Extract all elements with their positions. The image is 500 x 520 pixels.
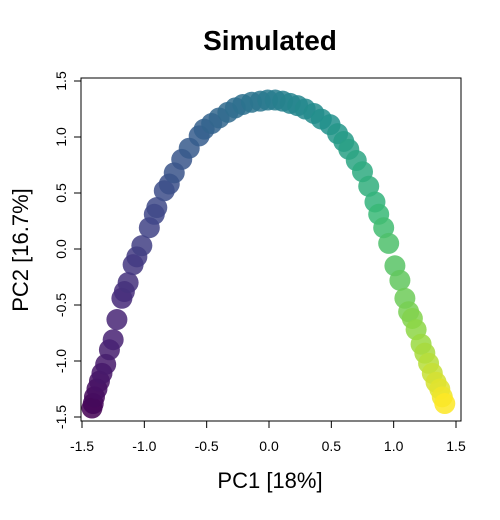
axis-ticks: -1.5 -1.0 -0.5 0.0 0.5 1.0 1.5 -1.5 -1.0 -0.5 0.0 0… — [53, 71, 466, 454]
scatter-point — [106, 309, 128, 331]
scatter-point — [117, 272, 139, 294]
scatter-point — [131, 235, 153, 257]
x-tick-label: 1.5 — [446, 438, 466, 454]
y-tick-label: 1.0 — [53, 127, 69, 147]
y-tick-label: -0.5 — [53, 293, 69, 317]
x-tick-label: -1.0 — [132, 438, 156, 454]
scatter-point — [378, 232, 400, 254]
scatter-point — [146, 197, 168, 219]
scatter-points — [81, 89, 456, 419]
scatter-point — [389, 269, 411, 291]
x-axis-label: PC1 [18%] — [217, 468, 322, 493]
y-tick-label: 1.5 — [53, 71, 69, 91]
y-tick-label: -1.0 — [53, 349, 69, 373]
y-tick-label: -1.5 — [53, 405, 69, 429]
scatter-point — [434, 393, 456, 415]
y-tick-label: 0.0 — [53, 239, 69, 259]
chart-title: Simulated — [203, 25, 337, 56]
x-tick-label: -1.5 — [70, 438, 94, 454]
x-tick-label: -0.5 — [195, 438, 219, 454]
y-tick-label: 0.5 — [53, 183, 69, 203]
y-axis-label: PC2 [16.7%] — [8, 188, 33, 312]
x-tick-label: 1.0 — [384, 438, 404, 454]
x-tick-label: 0.5 — [322, 438, 342, 454]
x-tick-label: 0.0 — [259, 438, 279, 454]
scatter-point — [102, 329, 124, 351]
